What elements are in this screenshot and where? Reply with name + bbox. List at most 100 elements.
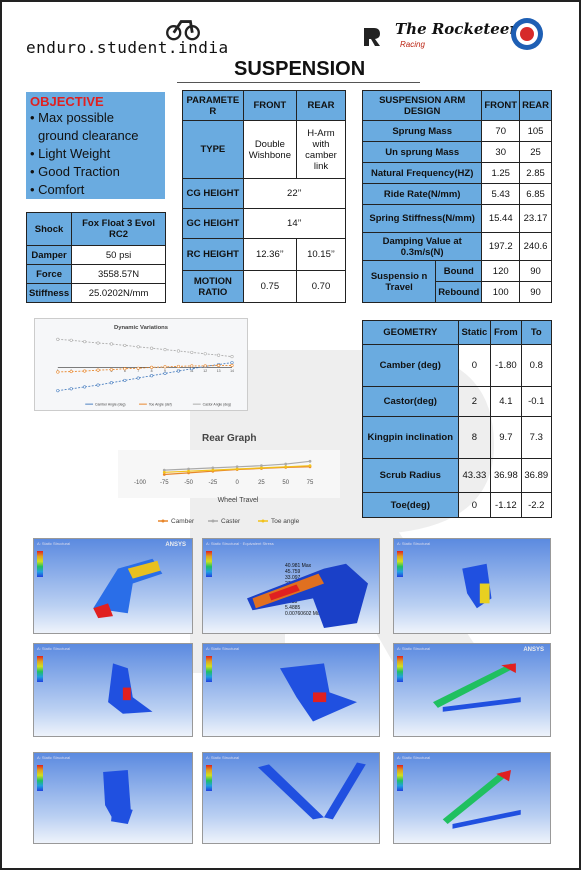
data-point [230,355,234,359]
legend-label: Caster [221,518,241,525]
arm-row-rear: 25 [519,141,552,163]
arm-row-label: Un sprung Mass [361,141,483,163]
rc-height-rear: 10.15’’ [296,238,346,271]
stress-legend-bar [37,765,43,791]
legend-marker [161,519,165,523]
rebound-front: 100 [481,281,521,303]
sim-caption: A: Static Structural [397,646,431,651]
data-point [176,349,180,353]
shock-model-header: Fox Float 3 Evol RC2 [71,212,166,246]
geometry-row-label: Toe(deg) [362,492,459,518]
rear-graph-chart: -100 -75 -50 -25 0 25 50 75 Wheel Travel Camber Ca… [118,450,340,525]
objective-item: • Light Weight [30,146,111,161]
objective-title: OBJECTIVE [30,94,104,109]
travel-label: Suspensio n Travel [361,260,437,303]
bound-label: Bound [435,260,483,282]
geometry-header: To [520,320,553,345]
arm-row-rear: 105 [519,120,552,142]
x-tick-label: 25 [258,480,265,486]
suspension-part-render [280,663,357,722]
suspension-part-render [103,770,133,825]
data-point [230,361,234,365]
dynamic-variations-chart: Dynamic Variations1234567891011121314Cam… [34,318,248,411]
arm-row-front: 30 [481,141,521,163]
arm-row-label: Natural Frequency(HZ) [361,162,483,184]
arm-row-rear: 23.17 [519,204,552,233]
page-title: SUSPENSION [234,58,366,80]
cg-height-value: 22’’ [242,178,347,209]
ansys-logo: ANSYS [165,542,186,548]
geometry-header: Static [457,320,492,345]
x-tick-label: 13 [217,369,221,373]
shock-row-value: 25.0202N/mm [71,283,166,303]
geometry-static: 2 [457,386,492,417]
data-point [69,369,73,374]
suspension-part-render [462,563,492,609]
geometry-to: -2.2 [520,492,553,518]
motion-ratio-front: 0.75 [242,270,298,303]
bound-rear: 90 [519,260,552,282]
data-point [136,345,140,349]
shock-header: Shock [25,212,73,246]
data-point [56,389,60,393]
shock-table: Shock Fox Float 3 Evol RC2 Damper 50 psi … [25,212,166,303]
geometry-from: 4.1 [490,386,522,417]
geometry-to: 0.8 [520,344,553,387]
data-point [235,465,239,469]
geometry-from: -1.12 [490,492,522,518]
arm-header: REAR [519,90,552,121]
fea-simulation-image: A: Static Structural [202,752,380,844]
data-point [136,376,140,380]
x-tick-label: 14 [230,369,234,373]
x-axis-label: Wheel Travel [218,497,259,504]
stress-legend-bar [397,551,403,577]
data-point [96,341,100,345]
bike-logo-icon [166,20,200,41]
stress-legend-bar [206,656,212,682]
data-point [187,467,190,471]
fea-simulation-image: A: Static Structural [393,538,551,634]
fea-simulation-image: A: Static Structural ANSYS [33,538,193,634]
suspension-part-render [433,663,521,712]
arm-row-front: 1.25 [481,162,521,184]
x-tick-label: 9 [164,369,166,373]
stress-legend-bar [206,765,212,791]
type-front: Double Wishbone [242,120,298,179]
legend-value: 0.00760602 Min [285,611,321,617]
data-point [308,464,312,468]
data-point [190,350,194,354]
data-point [176,369,180,373]
fea-simulation-image: A: Static Structural ANSYS [393,643,551,737]
data-point [284,465,288,469]
fea-simulation-image: A: Static Structural · Equivalent Stress… [202,538,380,634]
series-line [57,365,232,373]
data-point [211,468,215,472]
suspension-arm-table: SUSPENSION ARM DESIGN FRONT REAR Sprung … [361,90,552,303]
data-point [284,462,288,466]
legend-label: Camber Angle (deg) [95,403,125,407]
data-point [109,381,113,385]
suspension-part-render [108,663,153,714]
objective-item: ground clearance [38,128,139,143]
x-tick-label: 6 [124,369,126,373]
x-tick-label: 0 [235,480,239,486]
data-point [203,352,207,356]
bound-front: 120 [481,260,521,282]
motion-ratio-label: MOTION RATIO [182,270,244,303]
data-point [83,385,87,389]
legend-label: Toe Angle (def) [149,403,172,407]
geometry-row-label: Kingpin inclination [362,416,459,459]
brand-name: enduro.student.india [26,38,229,57]
data-point [260,464,263,468]
fea-simulation-image: A: Static Structural [202,643,380,737]
data-point [150,374,154,378]
arm-row-label: Spring Stiffness(N/mm) [361,204,483,233]
arm-row-front: 15.44 [481,204,521,233]
geometry-table: GEOMETRY Static From To Camber (deg) 0 -1.… [362,320,553,518]
sim-caption: A: Static Structural [37,646,71,651]
sim-caption: A: Static Structural [206,646,240,651]
geometry-static: 0 [457,344,492,387]
data-point [260,466,263,470]
parameters-table: PARAMETE R FRONT REAR TYPE Double Wishbo… [182,90,347,303]
